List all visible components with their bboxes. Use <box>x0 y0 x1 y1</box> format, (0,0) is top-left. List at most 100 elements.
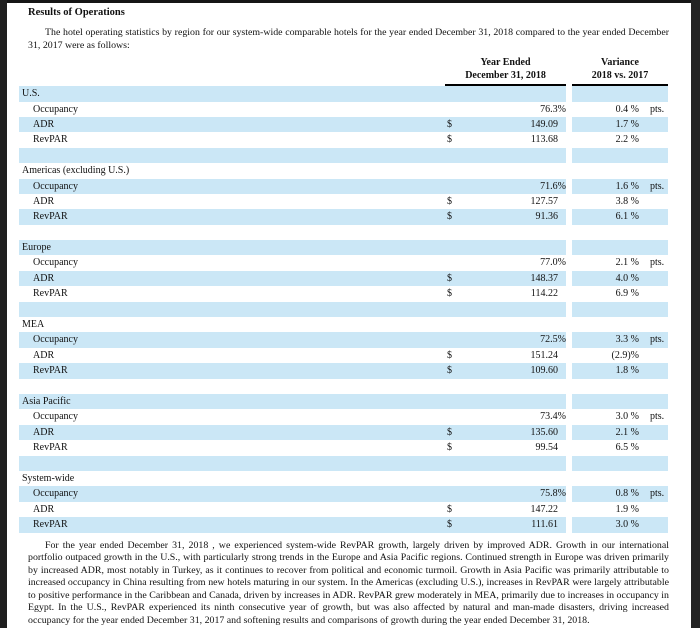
empty-cell <box>644 379 668 394</box>
column-gutter <box>566 440 572 456</box>
pts-cell: pts. <box>644 486 668 502</box>
pts-cell <box>644 394 668 410</box>
column-gutter <box>566 486 572 502</box>
empty-cell <box>572 379 644 394</box>
col-header-line: Year Ended <box>480 57 531 69</box>
metric-row: ADR $147.22 1.9 % <box>19 501 668 518</box>
pts-cell <box>644 270 668 287</box>
column-gutter <box>566 193 572 210</box>
metric-row: RevPAR $99.54 6.5 % <box>19 440 668 456</box>
currency-cell: $ <box>447 442 452 454</box>
column-gutter <box>566 286 572 302</box>
value-cell: 151.24 <box>530 349 559 361</box>
metric-label: Occupancy <box>19 486 445 502</box>
column-gutter <box>566 101 572 117</box>
value-cell: 149.09 <box>463 116 566 133</box>
metric-row: ADR $149.09 1.7 % <box>19 116 668 133</box>
closing-paragraph: For the year ended December 31, 2018 , w… <box>28 539 669 626</box>
value-cell <box>463 86 566 102</box>
metric-label: RevPAR <box>19 517 445 533</box>
variance-cell: 4.0 % <box>572 270 644 287</box>
variance-cell: 2.1 % <box>615 257 639 269</box>
value-cell: 113.68 <box>530 134 558 146</box>
pts-cell <box>644 348 668 363</box>
section-label-row: U.S. <box>19 86 668 102</box>
currency-cell <box>445 178 463 194</box>
value-cell: 76.3% <box>540 103 566 115</box>
pts-cell <box>644 517 668 533</box>
section-label-row: System-wide <box>19 470 668 487</box>
column-gutter <box>566 317 572 333</box>
currency-cell <box>445 409 463 424</box>
empty-cell <box>572 455 644 471</box>
empty-cell <box>644 225 668 240</box>
table-header-row: Year Ended December 31, 2018 Variance 20… <box>19 54 668 87</box>
variance-cell: 3.3 % <box>572 332 644 348</box>
pts-cell <box>644 86 668 102</box>
spacer-row <box>19 455 668 471</box>
empty-cell <box>19 301 445 318</box>
value-cell: 91.36 <box>463 209 566 225</box>
pts-cell <box>644 440 668 455</box>
variance-cell: 0.8 % <box>572 486 644 502</box>
section-label: MEA <box>22 319 45 331</box>
metric-label: Occupancy <box>33 411 78 423</box>
pts-cell <box>644 424 668 441</box>
column-gutter <box>566 240 572 256</box>
empty-cell <box>463 379 566 394</box>
empty-cell <box>463 455 566 471</box>
currency-cell <box>445 163 463 178</box>
currency-cell <box>445 471 463 486</box>
value-cell: 135.60 <box>463 424 566 441</box>
section-label-row: Europe <box>19 240 668 256</box>
column-gutter <box>566 409 572 425</box>
col-header-variance: Variance 2018 vs. 2017 <box>572 54 668 87</box>
metric-label: ADR <box>19 270 445 287</box>
metric-label: RevPAR <box>33 442 68 454</box>
empty-cell <box>445 301 463 318</box>
currency-cell: $ <box>445 209 463 225</box>
value-cell: 147.22 <box>530 503 559 515</box>
value-cell: 111.61 <box>463 517 566 533</box>
value-cell <box>463 240 566 256</box>
currency-cell <box>445 102 463 117</box>
column-gutter <box>566 255 572 271</box>
pts-cell <box>644 194 668 209</box>
empty-cell <box>572 147 644 164</box>
pts-cell <box>644 163 668 178</box>
metric-row: Occupancy 77.0% 2.1 % pts. <box>19 255 668 271</box>
value-cell: 99.54 <box>535 442 559 454</box>
metric-label: RevPAR <box>33 288 68 300</box>
variance-cell: 3.0 % <box>572 517 644 533</box>
column-gutter <box>566 378 572 394</box>
pts-cell: pts. <box>650 411 665 423</box>
spacer-row <box>19 378 668 394</box>
metric-row: ADR $148.37 4.0 % <box>19 270 668 287</box>
section-label: System-wide <box>22 472 75 484</box>
variance-cell: 1.9 % <box>615 503 639 515</box>
spacer-row <box>19 147 668 164</box>
metric-row: RevPAR $109.60 1.8 % <box>19 363 668 379</box>
hotel-stats-table: Year Ended December 31, 2018 Variance 20… <box>19 54 668 533</box>
intro-paragraph: The hotel operating statistics by region… <box>28 27 669 51</box>
metric-row: RevPAR $111.61 3.0 % <box>19 517 668 533</box>
column-gutter <box>566 347 572 364</box>
metric-row: RevPAR $113.68 2.2 % <box>19 132 668 148</box>
value-cell <box>463 471 566 486</box>
column-gutter <box>566 470 572 487</box>
col-header-line: Variance <box>601 57 639 69</box>
currency-cell <box>445 317 463 332</box>
variance-cell <box>572 163 644 178</box>
variance-cell: 3.0 % <box>615 411 639 423</box>
variance-cell <box>572 394 644 410</box>
variance-cell: 3.8 % <box>615 195 639 207</box>
pts-cell: pts. <box>644 332 668 348</box>
pts-cell <box>644 240 668 256</box>
value-cell: 73.4% <box>540 411 566 423</box>
empty-cell <box>19 455 445 471</box>
metric-row: Occupancy 72.5% 3.3 % pts. <box>19 332 668 348</box>
value-cell: 77.0% <box>540 257 566 269</box>
column-gutter <box>566 424 572 441</box>
section-label: U.S. <box>19 86 445 102</box>
